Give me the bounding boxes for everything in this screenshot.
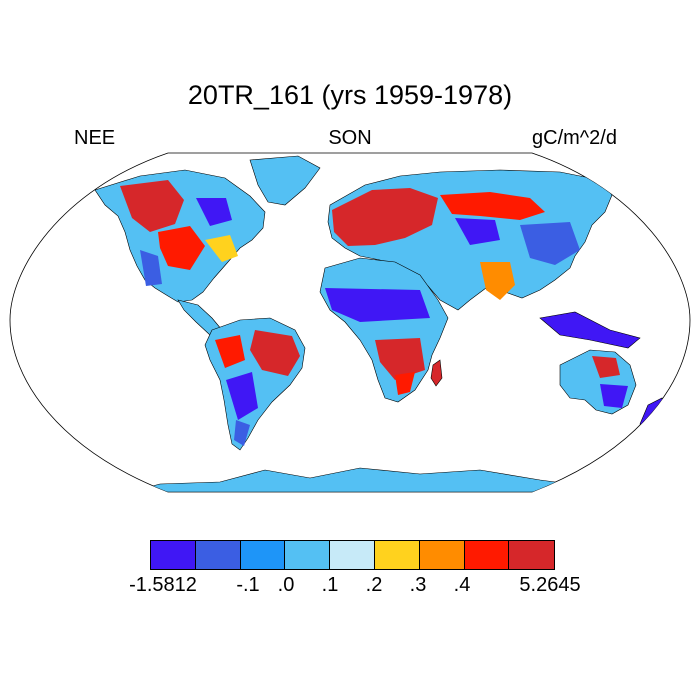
colorbar-label-6: .4	[453, 574, 471, 596]
colorbar-box-7	[464, 541, 510, 569]
colorbar-label-1: -.1	[236, 574, 260, 596]
units-label: gC/m^2/d	[532, 127, 617, 149]
siberia-hotspot	[440, 192, 545, 220]
colorbar-box-5	[374, 541, 420, 569]
season-label: SON	[328, 127, 372, 149]
colorbar-box-6	[419, 541, 465, 569]
colorbar-box-4	[330, 541, 375, 569]
colorbar-label-0: -1.5812	[129, 574, 197, 596]
variable-label: NEE	[74, 127, 116, 149]
sa-blue-1	[226, 372, 258, 420]
world-map	[9, 152, 691, 493]
na-hotspot-2	[158, 226, 205, 270]
madagascar	[430, 359, 443, 387]
china-blue	[520, 222, 580, 265]
australia-blue	[600, 384, 628, 408]
plot-title: 20TR_161 (yrs 1959-1978)	[187, 80, 513, 110]
india	[480, 262, 515, 300]
europe-hotspot	[332, 188, 438, 246]
colorbar-label-7: 5.2645	[519, 574, 581, 596]
na-hotspot-1	[120, 180, 184, 232]
colorbar-box-3	[285, 541, 331, 569]
colorbar-label-2: .0	[277, 574, 295, 596]
colorbar	[150, 540, 556, 570]
se-asia-islands	[539, 311, 641, 349]
colorbar-box-0	[151, 541, 196, 569]
colorbar-label-4: .2	[365, 574, 383, 596]
greenland	[249, 155, 321, 206]
colorbar-label-5: .3	[409, 574, 427, 596]
africa-hotspot-2	[395, 372, 415, 395]
sa-hotspot-1	[250, 330, 300, 376]
na-hotspot-3	[205, 235, 238, 262]
na-blue-2	[196, 198, 232, 226]
colorbar-box-2	[240, 541, 286, 569]
australia-hotspot	[592, 356, 620, 378]
sa-blue-2	[234, 420, 250, 446]
africa-hotspot-1	[375, 338, 425, 380]
na-blue-1	[140, 250, 162, 286]
colorbar-box-8	[509, 541, 555, 569]
africa-blue-band	[325, 288, 430, 322]
colorbar-label-3: .1	[321, 574, 339, 596]
sa-hotspot-2	[215, 335, 245, 368]
asia-blue	[455, 218, 500, 245]
colorbar-box-1	[195, 541, 241, 569]
